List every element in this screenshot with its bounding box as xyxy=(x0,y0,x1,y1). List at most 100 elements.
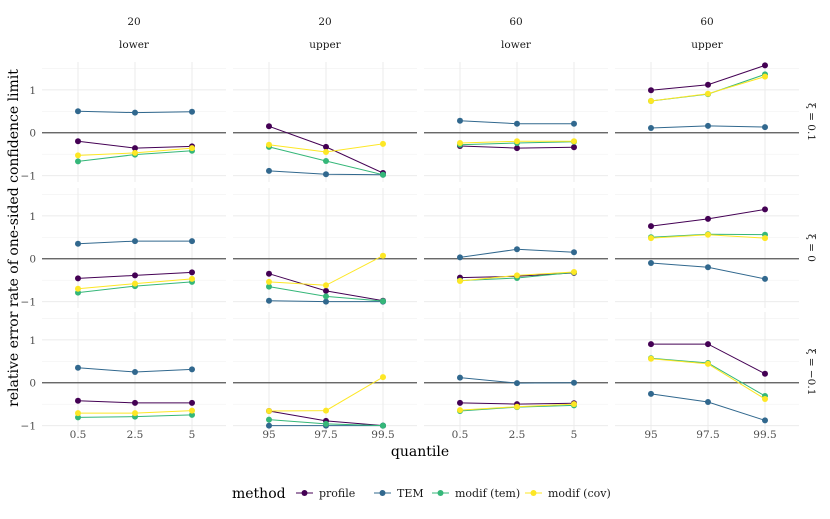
x-tick-label: 0.5 xyxy=(452,429,469,441)
y-tick-label: 0 xyxy=(29,128,36,140)
y-tick-label: 0 xyxy=(29,378,36,390)
data-point-modif_cov xyxy=(323,149,329,155)
data-point-profile xyxy=(762,62,768,69)
data-point-modif_cov xyxy=(75,410,81,417)
data-point-tem xyxy=(705,399,711,405)
data-point-modif_cov xyxy=(705,90,711,97)
x-tick-label: 5 xyxy=(571,429,578,441)
data-point-tem xyxy=(457,117,463,124)
legend-key-point xyxy=(437,490,444,496)
strip-row-label: ξ = 0.1 xyxy=(805,103,817,141)
y-tick-label: −1 xyxy=(21,421,36,433)
data-point-tem xyxy=(571,379,577,386)
panel xyxy=(424,62,608,182)
x-tick-label: 5 xyxy=(189,429,196,441)
strip-n-label: 60 xyxy=(509,16,522,28)
data-point-tem xyxy=(762,124,768,131)
data-point-tem xyxy=(323,298,329,305)
panel xyxy=(42,62,226,182)
data-point-profile xyxy=(189,269,195,276)
data-point-modif_cov xyxy=(380,374,386,381)
data-point-profile xyxy=(266,123,272,130)
panel xyxy=(233,188,417,308)
x-tick-label: 2.5 xyxy=(509,429,526,441)
strip-side-label: lower xyxy=(119,39,150,51)
data-point-profile xyxy=(648,223,654,230)
data-point-tem xyxy=(457,254,463,261)
y-tick-label: −1 xyxy=(21,297,36,309)
data-point-tem xyxy=(571,120,577,127)
data-point-tem xyxy=(762,275,768,282)
legend-key-point xyxy=(530,490,537,496)
data-point-profile xyxy=(705,341,711,348)
data-point-modif_tem xyxy=(380,422,386,429)
y-tick-label: 0 xyxy=(29,254,36,266)
data-point-tem xyxy=(648,260,654,266)
data-point-modif_cov xyxy=(75,152,81,159)
legend-label: modif (tem) xyxy=(455,487,520,500)
data-point-tem xyxy=(189,366,195,373)
data-point-tem xyxy=(514,246,520,253)
data-point-profile xyxy=(323,143,329,150)
panel xyxy=(233,312,417,432)
data-point-tem xyxy=(189,238,195,245)
data-point-tem xyxy=(132,369,138,375)
panel xyxy=(615,188,799,308)
x-axis-title: quantile xyxy=(391,444,449,460)
panel xyxy=(615,312,799,432)
data-point-profile xyxy=(132,272,138,279)
data-point-profile xyxy=(189,399,195,406)
data-point-modif_cov xyxy=(762,396,768,402)
panels-layer xyxy=(42,62,799,432)
data-point-modif_cov xyxy=(648,235,654,242)
data-point-profile xyxy=(648,87,654,94)
data-point-profile xyxy=(514,145,520,152)
strip-side-label: upper xyxy=(309,39,341,51)
data-point-modif_tem xyxy=(75,414,81,421)
data-point-modif_cov xyxy=(75,285,81,292)
x-tick-label: 2.5 xyxy=(127,429,144,441)
data-point-modif_cov xyxy=(457,140,463,146)
data-point-tem xyxy=(132,109,138,116)
data-point-tem xyxy=(75,364,81,371)
data-point-tem xyxy=(132,238,138,245)
data-point-modif_cov xyxy=(323,407,329,414)
data-point-modif_tem xyxy=(323,293,329,300)
data-point-tem xyxy=(705,122,711,129)
data-point-tem xyxy=(75,240,81,247)
strip-row-label: ξ = 0 xyxy=(805,234,817,262)
data-point-profile xyxy=(75,397,81,404)
panel xyxy=(233,62,417,182)
data-point-modif_cov xyxy=(762,235,768,242)
data-point-modif_cov xyxy=(514,272,520,279)
data-point-modif_cov xyxy=(648,355,654,362)
data-point-modif_cov xyxy=(266,141,272,148)
data-point-modif_cov xyxy=(189,145,195,152)
panel xyxy=(424,312,608,432)
data-point-modif_cov xyxy=(457,278,463,284)
data-point-modif_cov xyxy=(266,408,272,414)
data-point-modif_cov xyxy=(457,407,463,414)
data-point-modif_cov xyxy=(132,280,138,287)
data-point-profile xyxy=(132,145,138,152)
x-tick-label: 95 xyxy=(262,429,275,441)
panel xyxy=(42,188,226,308)
data-point-modif_cov xyxy=(705,360,711,367)
y-tick-label: −1 xyxy=(21,171,36,183)
data-point-modif_cov xyxy=(189,407,195,414)
data-point-modif_cov xyxy=(762,73,768,80)
data-point-tem xyxy=(75,108,81,115)
data-point-modif_tem xyxy=(75,158,81,165)
x-tick-label: 99.5 xyxy=(371,429,394,441)
y-axis-title: relative error rate of one-sided confide… xyxy=(6,69,22,407)
strip-side-label: lower xyxy=(501,39,532,51)
data-point-modif_cov xyxy=(705,231,711,238)
strip-n-label: 20 xyxy=(127,16,140,28)
data-point-tem xyxy=(189,108,195,115)
data-point-modif_cov xyxy=(571,401,577,408)
data-point-profile xyxy=(648,341,654,348)
data-point-modif_cov xyxy=(380,252,386,259)
y-tick-label: 1 xyxy=(29,335,36,347)
data-point-modif_cov xyxy=(514,403,520,410)
